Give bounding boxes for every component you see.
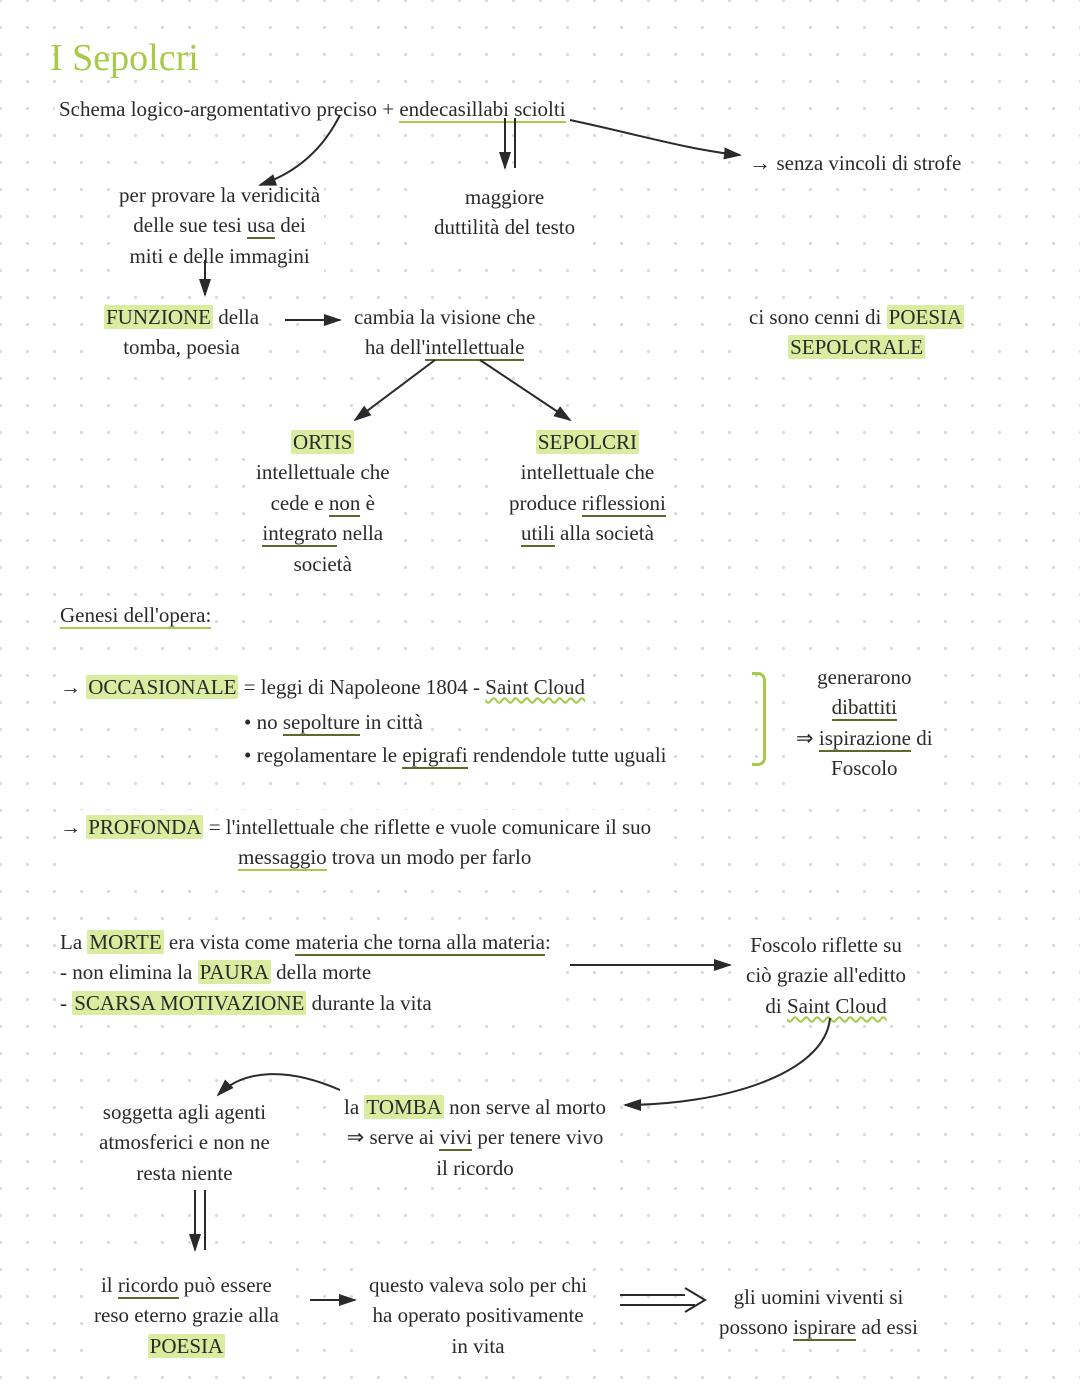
node-ortis: ORTIS intellettuale che cede e non è int… xyxy=(252,425,394,581)
node-schema: Schema logico-argomentativo preciso + en… xyxy=(55,92,570,126)
node-funzione: FUNZIONE della tomba, poesia xyxy=(100,300,263,365)
node-perprovare: per provare la veridicità delle sue tesi… xyxy=(115,178,324,273)
node-genesi: Genesi dell'opera: xyxy=(56,598,215,632)
node-soggetta: soggetta agli agenti atmosferici e non n… xyxy=(95,1095,274,1190)
node-morte: La MORTE era vista come materia che torn… xyxy=(56,925,555,1020)
node-uomini: gli uomini viventi si possono ispirare a… xyxy=(715,1280,922,1345)
node-foscolo: Foscolo riflette su ciò grazie all'editt… xyxy=(742,928,910,1023)
node-senza: → senza vincoli di strofe xyxy=(745,145,965,181)
node-questo: questo valeva solo per chi ha operato po… xyxy=(365,1268,591,1363)
page-title: I Sepolcri xyxy=(50,36,199,80)
node-profonda: → PROFONDA = l'intellettuale che riflett… xyxy=(56,810,655,875)
node-occasionale: → OCCASIONALE = leggi di Napoleone 1804 … xyxy=(56,670,589,704)
node-tomba: la TOMBA non serve al morto ⇒ serve ai v… xyxy=(340,1090,610,1185)
node-occ-b2: • regolamentare le epigrafi rendendole t… xyxy=(240,738,671,772)
bracket-icon xyxy=(752,672,766,766)
node-ricordo: il ricordo può essere reso eterno grazie… xyxy=(90,1268,283,1363)
node-sepolcri: SEPOLCRI intellettuale che produce rifle… xyxy=(505,425,670,551)
arrow-right-icon: → xyxy=(749,150,777,175)
node-cenni: ci sono cenni di POESIA SEPOLCRALE xyxy=(745,300,968,365)
node-occ-b1: • no sepolture in città xyxy=(240,705,427,739)
node-generarono: generarono dibattiti ⇒ ispirazione di Fo… xyxy=(792,660,937,786)
node-maggiore: maggiore duttilità del testo xyxy=(430,180,579,245)
node-cambia: cambia la visione che ha dell'intellettu… xyxy=(350,300,539,365)
